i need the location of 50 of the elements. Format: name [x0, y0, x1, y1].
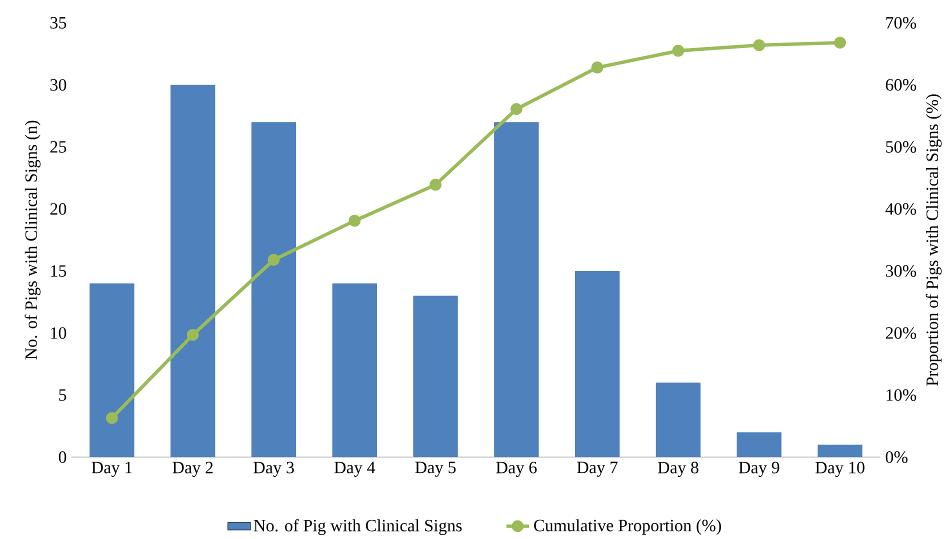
y2-tick-label: 20% — [886, 327, 916, 339]
y2-tick-label: 50% — [886, 140, 916, 153]
legend-label: No. of Pig with Clinical Signs — [254, 519, 462, 535]
y-tick-label: 20 — [50, 203, 66, 215]
bar — [170, 84, 216, 458]
legend-label: Cumulative Proportion (%) — [534, 519, 721, 535]
y2-tick-label: 0% — [886, 451, 908, 463]
y-tick-label: 5 — [59, 389, 66, 401]
bar — [656, 382, 701, 458]
point — [834, 36, 846, 49]
y-axis-title: No. of Pigs with Clinical Signs (n) — [24, 120, 41, 360]
y-tick-label: 25 — [50, 141, 66, 153]
bar — [90, 283, 134, 458]
point — [672, 44, 684, 57]
bar — [332, 283, 377, 458]
point — [186, 328, 199, 341]
bar — [413, 296, 458, 458]
point — [591, 61, 604, 74]
x-tick-label: Day 8 — [658, 462, 698, 477]
point — [348, 214, 361, 227]
bar — [251, 122, 296, 458]
point — [106, 412, 118, 424]
point — [510, 103, 522, 115]
y2-tick-label: 40% — [885, 203, 916, 215]
x-tick-label: Day 5 — [415, 462, 456, 477]
x-tick-label: Day 7 — [577, 462, 618, 477]
y2-axis-title: Proportion of Pigs with Clinical Signs (%) — [926, 94, 942, 386]
y-tick-label: 10 — [51, 327, 66, 339]
y2-tick-label: 10% — [886, 389, 916, 401]
bar — [818, 444, 862, 458]
bar — [574, 270, 620, 458]
x-tick-label: Day 10 — [815, 462, 864, 477]
y2-tick-label: 30% — [886, 265, 916, 277]
y2-tick-label: 70% — [886, 16, 916, 29]
y-tick-label: 0 — [58, 451, 66, 463]
bar — [494, 122, 539, 458]
x-tick-label: Day 3 — [253, 462, 294, 477]
y-tick-label: 30 — [50, 78, 66, 91]
x-tick-label: Day 4 — [334, 462, 376, 477]
x-tick-label: Day 6 — [496, 462, 537, 477]
y-tick-label: 15 — [51, 265, 66, 277]
y2-tick-label: 60% — [886, 78, 916, 91]
x-tick-label: Day 9 — [738, 462, 780, 477]
point — [753, 39, 766, 52]
point — [268, 254, 280, 266]
y-tick-label: 35 — [50, 16, 66, 29]
bar — [736, 432, 782, 458]
x-tick-label: Day 2 — [172, 462, 213, 477]
point — [430, 178, 442, 191]
x-tick-label: Day 1 — [92, 462, 132, 477]
